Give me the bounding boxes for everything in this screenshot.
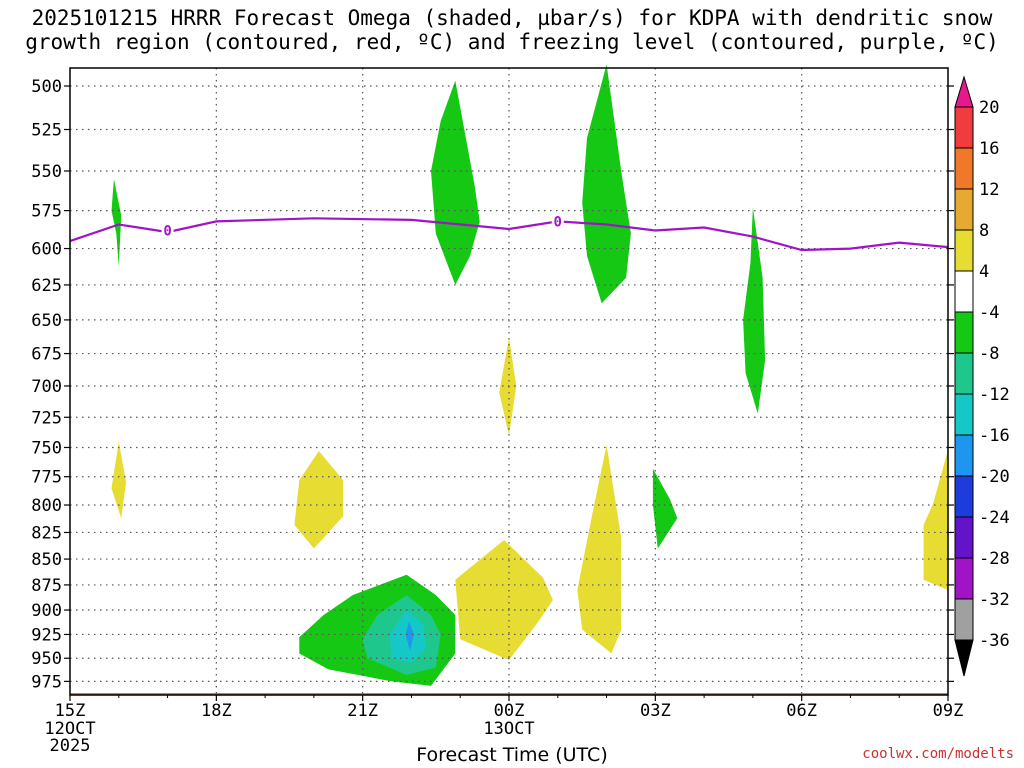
y-tick-label-925: 925 — [31, 625, 62, 645]
colorbar-box-1 — [954, 106, 974, 149]
omega-region-9 — [111, 441, 127, 519]
y-axis: 500 525 550 575 600 625 650 675 700 725 750 775 800 8… — [31, 77, 954, 692]
colorbar-top-triangle — [954, 75, 974, 108]
y-tick-label-725: 725 — [31, 408, 62, 428]
y-tick-label-850: 850 — [31, 550, 62, 570]
colorbar-box-13 — [954, 598, 974, 641]
credit-link[interactable]: coolwx.com/modelts — [862, 746, 1014, 762]
omega-region-14 — [923, 449, 948, 590]
omega-region-1 — [431, 80, 480, 285]
x-tick-date-0: 12OCT — [44, 719, 95, 739]
colorbar-label-5: -4 — [979, 303, 999, 323]
omega-region-0 — [111, 179, 122, 267]
y-tick-label-775: 775 — [31, 468, 62, 488]
omega-shading — [111, 64, 948, 686]
colorbar-label-0: 20 — [979, 98, 999, 118]
x-tick-label-3: 00Z — [494, 701, 525, 721]
freezing-level-line — [69, 217, 949, 252]
colorbar-label-10: -24 — [979, 508, 1010, 528]
y-tick-label-625: 625 — [31, 276, 62, 296]
colorbar-box-8 — [954, 393, 974, 436]
omega-region-8 — [405, 621, 414, 651]
colorbar-label-4: 4 — [979, 262, 989, 282]
y-tick-label-500: 500 — [31, 77, 62, 97]
colorbar: 20 16 12 8 4 -4 -8 -12 -16 -20 -24 -28 -32 -36 — [954, 75, 1010, 677]
chart-title: 2025101215 HRRR Forecast Omega (shaded, … — [0, 6, 1024, 54]
colorbar-label-6: -8 — [979, 344, 999, 364]
x-tick-year-0: 2025 — [50, 736, 91, 756]
y-tick-label-875: 875 — [31, 576, 62, 596]
colorbar-label-9: -20 — [979, 467, 1010, 487]
omega-region-13 — [577, 445, 622, 654]
colorbar-box-6 — [954, 311, 974, 354]
freezing-label-bg-0 — [161, 221, 174, 239]
y-tick-label-675: 675 — [31, 345, 62, 365]
x-tick-label-6: 09Z — [933, 701, 964, 721]
colorbar-label-12: -32 — [979, 590, 1010, 610]
colorbar-label-11: -28 — [979, 549, 1010, 569]
colorbar-box-10 — [954, 475, 974, 518]
x-tick-label-5: 06Z — [786, 701, 817, 721]
omega-region-11 — [499, 337, 517, 436]
y-tick-label-550: 550 — [31, 162, 62, 182]
freezing-label-bg-1 — [551, 212, 564, 230]
title-line-2: growth region (contoured, red, ºC) and f… — [25, 30, 999, 54]
y-tick-label-700: 700 — [31, 377, 62, 397]
colorbar-label-1: 16 — [979, 139, 999, 159]
freezing-level-label-0: 0 — [163, 224, 171, 240]
y-tick-label-900: 900 — [31, 601, 62, 621]
y-tick-label-825: 825 — [31, 523, 62, 543]
omega-region-12 — [455, 540, 553, 661]
x-tick-label-1: 18Z — [201, 701, 232, 721]
y-tick-label-575: 575 — [31, 202, 62, 222]
omega-region-2 — [582, 64, 631, 304]
y-tick-label-600: 600 — [31, 240, 62, 260]
colorbar-label-3: 8 — [979, 221, 989, 241]
x-axis-label: Forecast Time (UTC) — [416, 744, 608, 766]
y-tick-label-800: 800 — [31, 496, 62, 516]
colorbar-box-11 — [954, 516, 974, 559]
y-tick-label-750: 750 — [31, 438, 62, 458]
x-tick-label-4: 03Z — [640, 701, 671, 721]
title-line-1: 2025101215 HRRR Forecast Omega (shaded, … — [31, 6, 993, 30]
colorbar-label-13: -36 — [979, 631, 1010, 651]
colorbar-box-12 — [954, 557, 974, 600]
colorbar-label-8: -16 — [979, 426, 1010, 446]
ground-layer — [70, 693, 948, 695]
ground-bar — [70, 693, 948, 695]
x-tick-date-3: 13OCT — [483, 719, 534, 739]
y-tick-label-650: 650 — [31, 311, 62, 331]
colorbar-box-4 — [954, 229, 974, 272]
omega-region-10 — [294, 451, 344, 549]
y-tick-label-975: 975 — [31, 672, 62, 692]
x-tick-label-0: 15Z — [55, 701, 86, 721]
freezing-level-contour: 00 — [69, 212, 949, 252]
colorbar-label-2: 12 — [979, 180, 999, 200]
colorbar-box-5 — [954, 270, 974, 313]
colorbar-label-7: -12 — [979, 385, 1010, 405]
colorbar-box-3 — [954, 188, 974, 231]
freezing-level-label-1: 0 — [554, 214, 562, 230]
grid-lines — [70, 68, 948, 695]
colorbar-box-2 — [954, 147, 974, 190]
y-tick-label-525: 525 — [31, 121, 62, 141]
y-tick-label-950: 950 — [31, 649, 62, 669]
omega-region-4 — [652, 468, 678, 549]
colorbar-box-7 — [954, 352, 974, 395]
x-tick-label-2: 21Z — [347, 701, 378, 721]
omega-region-3 — [743, 207, 766, 414]
colorbar-box-9 — [954, 434, 974, 477]
colorbar-bottom-triangle — [954, 639, 974, 677]
